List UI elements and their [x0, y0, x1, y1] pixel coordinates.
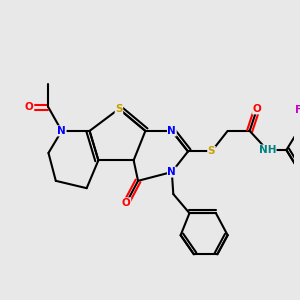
Text: N: N [167, 126, 176, 136]
Text: F: F [295, 105, 300, 115]
Text: S: S [115, 104, 123, 114]
Text: S: S [208, 146, 215, 157]
Text: NH: NH [259, 145, 276, 155]
Text: O: O [122, 198, 131, 208]
Text: N: N [57, 126, 66, 136]
Text: O: O [253, 104, 261, 114]
Text: N: N [167, 167, 176, 177]
Text: O: O [25, 102, 34, 112]
